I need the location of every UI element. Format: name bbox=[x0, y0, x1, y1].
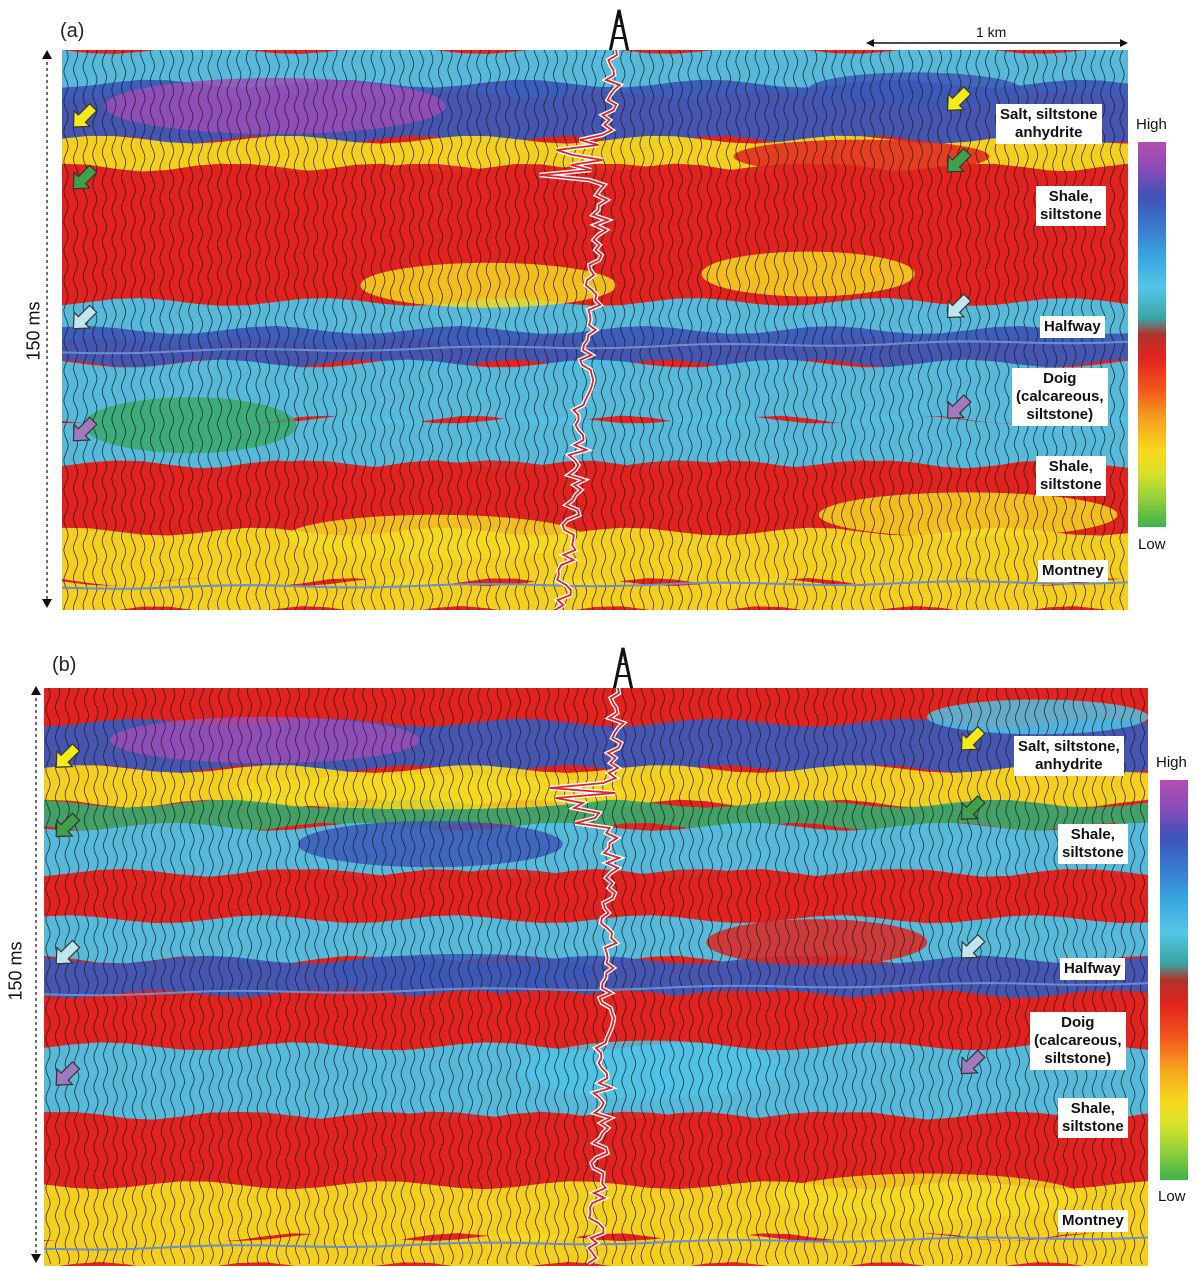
horizon-line bbox=[62, 340, 1128, 355]
amplitude-patch bbox=[99, 1000, 320, 1035]
amplitude-patch bbox=[772, 1173, 1082, 1220]
arrow-icon bbox=[946, 293, 972, 319]
formation-label-shale-lower: Shale, siltstone bbox=[1058, 1098, 1128, 1138]
arrow-icon bbox=[960, 795, 986, 820]
horizon-line bbox=[62, 580, 1128, 590]
drill-rig-icon bbox=[610, 647, 636, 692]
amplitude-patch bbox=[360, 262, 617, 308]
well-log-curve bbox=[549, 688, 626, 1264]
colorbar-low-label: Low bbox=[1138, 536, 1166, 553]
colorbar-high-label: High bbox=[1136, 116, 1167, 133]
formation-label-halfway: Halfway bbox=[1040, 316, 1105, 338]
formation-label-shale-upper: Shale, siltstone bbox=[1036, 186, 1106, 226]
amplitude-patch bbox=[701, 251, 915, 297]
seismic-section bbox=[44, 688, 1148, 1266]
arrow-icon bbox=[72, 102, 98, 128]
arrow-icon bbox=[55, 812, 81, 838]
arrow-icon bbox=[960, 933, 986, 959]
panel-b: (b) 150 ms Salt, siltstone, anhydrite Sh… bbox=[0, 640, 1197, 1268]
well-log-curve bbox=[539, 50, 622, 610]
scale-bar bbox=[866, 39, 1128, 47]
arrow-icon bbox=[72, 164, 98, 190]
formation-label-salt: Salt, siltstone, anhydrite bbox=[1014, 736, 1124, 776]
time-axis-label: 150 ms bbox=[5, 941, 26, 1001]
amplitude-patch bbox=[733, 139, 990, 174]
panel-label: (a) bbox=[60, 20, 85, 42]
formation-label-shale-lower: Shale, siltstone bbox=[1036, 456, 1106, 496]
scale-bar-label: 1 km bbox=[976, 24, 1007, 40]
time-axis-arrow bbox=[31, 686, 41, 1263]
drill-rig-icon bbox=[606, 9, 632, 54]
arrow-icon bbox=[946, 86, 972, 111]
colorbar bbox=[1160, 780, 1188, 1180]
formation-label-doig: Doig (calcareous, siltstone) bbox=[1012, 368, 1108, 426]
arrow-icon bbox=[960, 1049, 986, 1075]
colorbar bbox=[1138, 142, 1166, 527]
seismic-section bbox=[62, 50, 1128, 610]
amplitude-patch bbox=[331, 953, 596, 989]
arrow-icon bbox=[946, 394, 972, 419]
arrow-icon bbox=[946, 147, 972, 173]
horizon-line bbox=[44, 982, 1148, 997]
formation-label-doig: Doig (calcareous, siltstone) bbox=[1030, 1012, 1126, 1070]
amplitude-patch bbox=[275, 167, 489, 224]
panel-a: (a) 1 km 150 ms Salt, siltstone anhydrit… bbox=[0, 0, 1197, 620]
panel-label: (b) bbox=[52, 654, 77, 676]
formation-label-shale-upper: Shale, siltstone bbox=[1058, 824, 1128, 864]
formation-label-halfway: Halfway bbox=[1060, 958, 1125, 980]
colorbar-high-label: High bbox=[1156, 754, 1187, 771]
amplitude-patch bbox=[285, 514, 585, 560]
formation-label-montney: Montney bbox=[1058, 1210, 1128, 1232]
amplitude-patch bbox=[104, 78, 446, 134]
amplitude-patch bbox=[297, 820, 563, 868]
arrow-icon bbox=[960, 725, 986, 751]
arrow-icon bbox=[72, 416, 98, 442]
arrow-icon bbox=[55, 743, 81, 768]
formation-label-salt: Salt, siltstone anhydrite bbox=[996, 104, 1102, 144]
arrow-icon bbox=[72, 304, 98, 330]
time-axis-arrow bbox=[42, 50, 52, 608]
amplitude-band bbox=[62, 359, 1128, 424]
amplitude-band bbox=[44, 990, 1148, 1051]
amplitude-band bbox=[44, 869, 1148, 924]
arrow-icon bbox=[55, 939, 81, 965]
formation-label-montney: Montney bbox=[1038, 560, 1108, 582]
seismic-traces bbox=[45, 688, 1146, 1265]
colorbar-low-label: Low bbox=[1158, 1188, 1186, 1205]
amplitude-patch bbox=[231, 774, 630, 810]
amplitude-patch bbox=[110, 716, 420, 764]
arrow-icon bbox=[55, 1060, 81, 1086]
